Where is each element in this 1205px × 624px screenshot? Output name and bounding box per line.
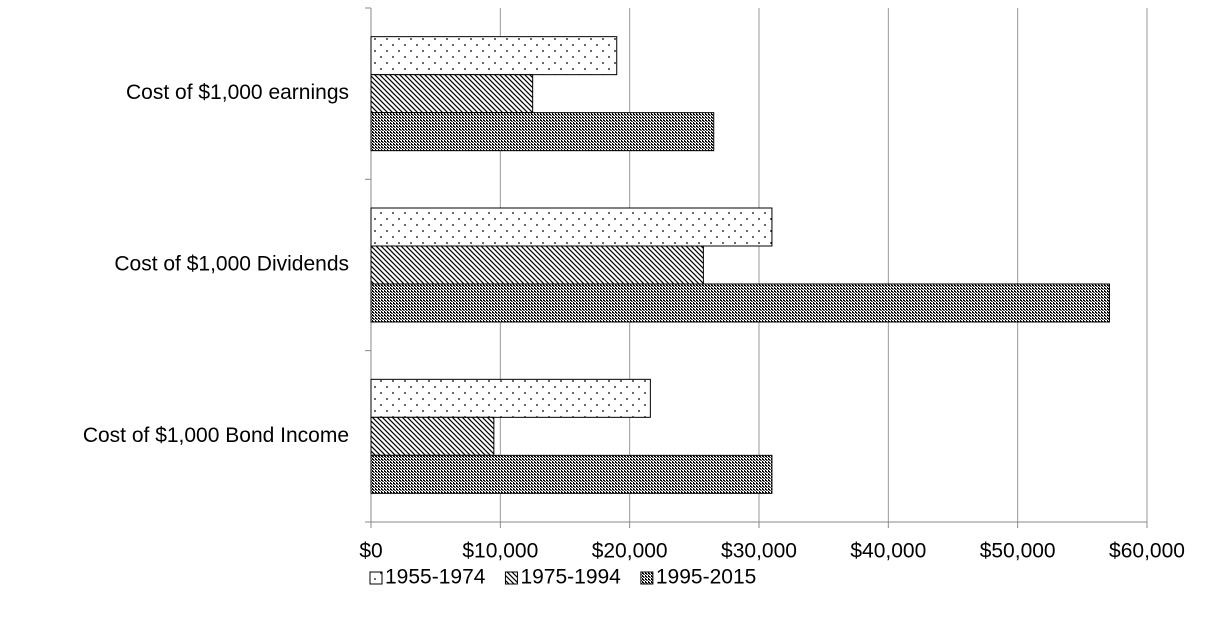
- y-tick-label: Cost of $1,000 Bond Income: [83, 424, 349, 447]
- y-tick-label: Cost of $1,000 Dividends: [114, 253, 349, 276]
- bar: [370, 378, 651, 418]
- legend-label: 1995-2015: [656, 566, 756, 589]
- x-tick-label: $60,000: [1109, 540, 1185, 563]
- x-tick-label: $30,000: [721, 540, 797, 563]
- y-tick-label: Cost of $1,000 earnings: [126, 81, 349, 104]
- bar: [370, 283, 1110, 323]
- bar: [370, 36, 618, 76]
- x-tick-label: $20,000: [592, 540, 668, 563]
- bar: [370, 245, 704, 285]
- legend-swatch: [640, 571, 654, 585]
- legend-swatch: [504, 571, 518, 585]
- x-tick-label: $40,000: [850, 540, 926, 563]
- x-tick-label: $0: [359, 540, 382, 563]
- legend-swatch: [369, 571, 383, 585]
- bar: [370, 454, 773, 494]
- bar: [370, 416, 495, 456]
- bar: [370, 207, 773, 247]
- x-tick-label: $50,000: [980, 540, 1056, 563]
- x-tick-label: $10,000: [462, 540, 538, 563]
- bar: [370, 112, 715, 152]
- legend-label: 1975-1994: [520, 566, 621, 589]
- legend-label: 1955-1974: [385, 566, 486, 589]
- bar: [370, 74, 534, 114]
